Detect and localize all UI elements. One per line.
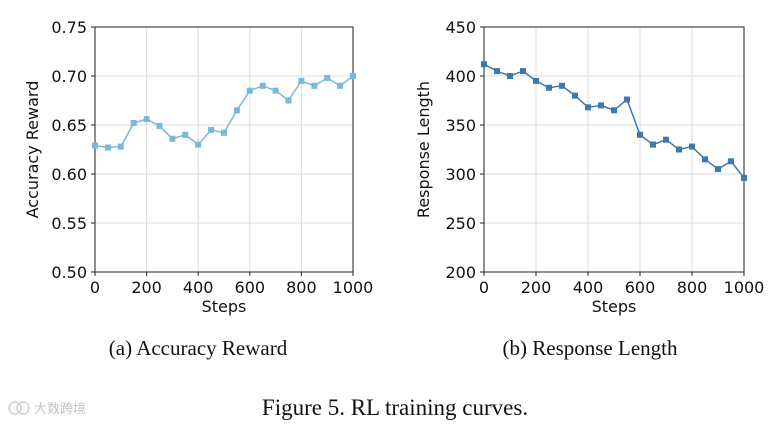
data-point [169, 135, 176, 142]
data-point [285, 97, 292, 104]
x-axis-label: Steps [592, 297, 637, 316]
x-axis-label: Steps [202, 297, 247, 316]
data-point [156, 122, 163, 129]
y-tick-label: 0.65 [51, 116, 87, 135]
data-point [741, 174, 747, 181]
x-tick-label: 0 [479, 278, 489, 297]
y-tick-label: 0.60 [51, 165, 87, 184]
watermark-text: 大数跨境 [34, 402, 86, 417]
subcaption-accuracy-reward: (a) Accuracy Reward [109, 336, 288, 360]
x-tick-label: 800 [677, 278, 708, 297]
data-point [546, 84, 552, 91]
y-tick-label: 400 [445, 67, 476, 86]
data-point [611, 107, 617, 114]
data-point [143, 116, 150, 123]
data-point [481, 61, 487, 68]
data-point [598, 102, 604, 109]
data-point [92, 142, 98, 149]
x-tick-label: 200 [521, 278, 552, 297]
data-point [494, 68, 500, 75]
data-point [715, 166, 721, 173]
accuracy-reward-chart: 0 200 400 600 800 1000 0.50 0.55 0.60 0.65 0.70 0.7… [23, 18, 373, 316]
data-point [130, 120, 137, 127]
data-point [728, 158, 734, 165]
y-tick-label: 450 [445, 18, 476, 37]
data-point [208, 126, 215, 133]
data-point [350, 73, 356, 79]
y-axis-label: Response Length [414, 81, 433, 218]
data-point [324, 74, 331, 81]
data-point [311, 82, 318, 89]
data-point [702, 156, 708, 163]
x-tick-label: 600 [235, 278, 266, 297]
x-tick-label: 600 [625, 278, 656, 297]
data-point [117, 143, 124, 150]
plot-frame [483, 26, 745, 273]
data-point [663, 136, 669, 143]
data-point [637, 131, 643, 138]
x-tick-label: 0 [90, 278, 100, 297]
x-tick-label: 400 [183, 278, 214, 297]
data-point [520, 68, 526, 75]
data-point [195, 141, 202, 148]
data-point [233, 107, 240, 114]
data-point [624, 96, 630, 103]
data-point [272, 87, 279, 94]
y-tick-label: 0.75 [51, 18, 87, 37]
x-tick-label: 200 [131, 278, 162, 297]
data-point [572, 92, 578, 99]
y-tick-label: 350 [445, 116, 476, 135]
x-tick-label: 1000 [724, 278, 765, 297]
y-axis-label: Accuracy Reward [23, 81, 42, 219]
data-point [559, 82, 565, 89]
data-point [650, 141, 656, 148]
subcaption-response-length: (b) Response Length [503, 336, 678, 360]
y-tick-label: 0.55 [51, 214, 87, 233]
data-point [676, 146, 682, 153]
response-length-chart: 0 200 400 600 800 1000200250300350400450Steps… [414, 18, 764, 316]
data-point [585, 104, 591, 111]
data-point [259, 82, 266, 89]
x-tick-label: 400 [573, 278, 604, 297]
data-point [104, 144, 111, 151]
x-tick-label: 800 [286, 278, 317, 297]
y-tick-label: 0.50 [51, 263, 87, 282]
data-point [298, 77, 305, 84]
data-point [689, 143, 695, 150]
data-point [246, 87, 253, 94]
watermark-logo: 大数跨境 [8, 401, 86, 417]
plot-frame [94, 26, 354, 273]
y-tick-label: 250 [445, 214, 476, 233]
watermark-icon-2 [16, 401, 30, 415]
data-point [533, 77, 539, 84]
data-point [507, 73, 513, 79]
data-point [221, 129, 227, 136]
y-tick-label: 200 [445, 263, 476, 282]
y-tick-label: 0.70 [51, 67, 87, 86]
data-point [182, 131, 189, 138]
watermark-icon [8, 401, 22, 415]
y-tick-label: 300 [445, 165, 476, 184]
figure-caption: Figure 5. RL training curves. [262, 395, 528, 420]
x-tick-label: 1000 [333, 278, 374, 297]
data-point [337, 82, 344, 89]
